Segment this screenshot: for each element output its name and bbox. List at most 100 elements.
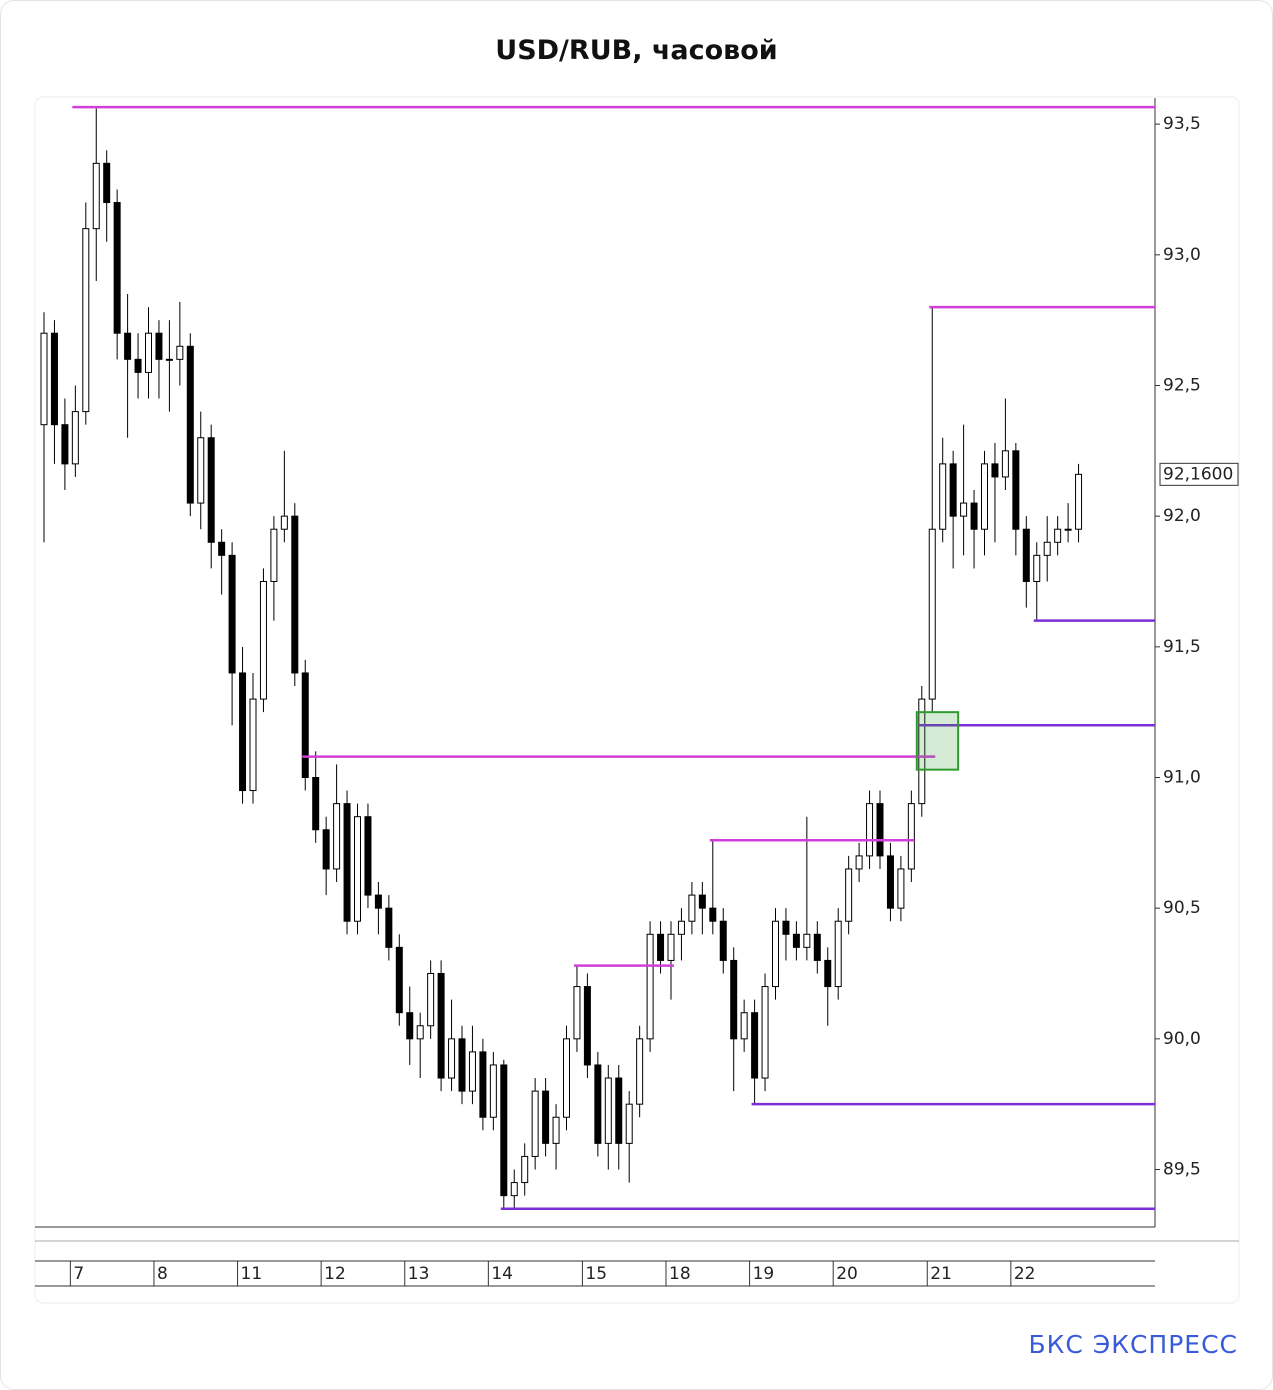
candle-body [82,228,90,413]
candle-body [395,946,403,1014]
candle-body [259,580,267,700]
candle-body [71,411,79,465]
candle-body [740,1012,748,1040]
x-tick-label: 20 [836,1264,858,1284]
candle-body [563,1038,570,1118]
x-tick-label: 15 [585,1264,607,1284]
candle-body [145,332,152,373]
last-price-box [1159,462,1239,486]
candle-body [207,437,215,543]
candle-body [657,933,665,961]
candle-body [583,986,591,1066]
candle-body [1075,473,1083,530]
x-tick-label: 21 [930,1264,952,1284]
candle-body [50,332,58,426]
candle-body [824,959,832,988]
candle-body [719,920,727,961]
candle-body [594,1064,602,1144]
candle-body [385,907,393,948]
candle-body [604,1077,612,1144]
candle-body [197,437,205,504]
candle-body [416,1025,424,1040]
candle-body [249,698,257,792]
candle-body [918,698,926,805]
y-tick-label: 90,5 [1163,898,1201,918]
candle-body [103,162,111,204]
candle-body [343,803,351,922]
chart-title: USD/RUB, часовой [495,35,778,66]
candle-body [531,1090,539,1157]
x-tick-label: 19 [753,1264,775,1284]
x-tick-label: 13 [408,1264,430,1284]
candle-body [876,803,884,857]
candle-body [437,972,445,1079]
candle-body [991,463,999,478]
candle-body [510,1182,518,1197]
y-tick-label: 93,0 [1163,245,1201,265]
candle-body [521,1155,529,1184]
candle-body [636,1038,644,1105]
candle-body [1043,541,1051,556]
candle-body [886,855,894,909]
candle-body [698,894,706,909]
y-tick-label: 92,5 [1163,375,1201,395]
candle-body [218,541,226,556]
candle-body [845,868,853,922]
y-tick-label: 91,5 [1163,637,1201,657]
candle-body [813,933,821,961]
candle-body [322,829,330,870]
y-tick-label: 92,0 [1163,506,1201,526]
candle-body [761,986,769,1079]
candle-body [949,463,957,517]
y-tick-label: 91,0 [1163,767,1201,787]
candle-body [448,1038,456,1079]
candle-body [552,1116,560,1144]
candle-body [542,1090,550,1144]
candle-body [500,1064,508,1197]
candle-body [897,868,905,909]
x-tick-label: 8 [157,1264,168,1284]
candle-body [40,332,48,426]
candle-body [834,920,842,988]
y-tick-label: 90,0 [1163,1029,1201,1049]
x-tick-label: 7 [73,1264,84,1284]
candle-body [981,463,988,530]
candle-body [667,933,675,961]
candle-body [489,1064,497,1118]
candle-body [1064,528,1072,531]
candle-body [113,202,121,334]
candle-body [855,855,863,870]
candle-body [354,816,361,922]
x-tick-label: 11 [241,1264,263,1284]
candle-body [1033,554,1041,582]
candle-body [427,972,435,1027]
candle-body [751,1012,759,1079]
candle-body [615,1077,623,1144]
candle-body [270,528,278,582]
candle-body [134,358,142,373]
candle-body [301,672,309,778]
candle-body [803,933,811,948]
candle-body [291,515,299,674]
candle-body [625,1103,633,1144]
candle-body [939,463,947,530]
x-tick-label: 22 [1014,1264,1036,1284]
candle-body [677,920,685,935]
candle-body [970,502,978,530]
candle-body [92,162,100,230]
x-tick-label: 12 [324,1264,346,1284]
candle-body [165,358,173,361]
candle-body [228,554,236,674]
candle-body [406,1012,414,1040]
candle-body [364,816,372,896]
candle-body [709,907,717,922]
candle-body [312,776,320,831]
candle-body [688,894,696,922]
candle-body [730,959,738,1040]
candle-body [239,672,247,792]
candle-body [186,345,194,504]
candle-body [155,332,163,360]
y-tick-label: 89,5 [1163,1160,1201,1180]
